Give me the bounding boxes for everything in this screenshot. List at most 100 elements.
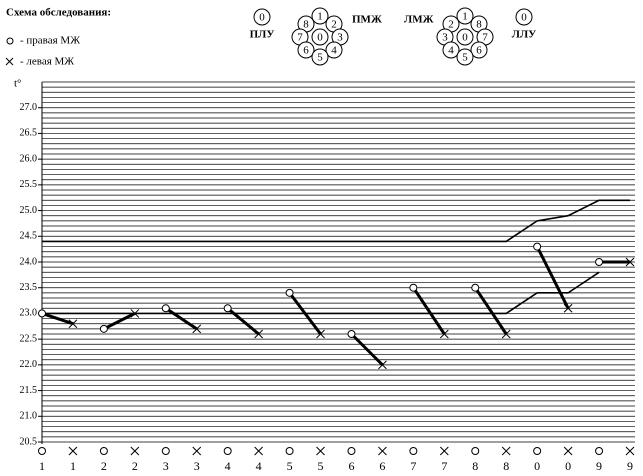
x-tick-label: 5 [318, 459, 324, 473]
left-point [439, 329, 449, 339]
scheme-node-label: 3 [337, 32, 343, 44]
y-tick-label: 25.0 [20, 205, 38, 216]
left-point [625, 257, 635, 267]
y-axis-label: t° [14, 78, 21, 90]
legend-left: - левая МЖ [20, 56, 74, 68]
pair-line [288, 291, 322, 335]
side-symbol [439, 446, 449, 456]
side-symbol [161, 447, 170, 455]
scheme-node-label: 8 [303, 19, 309, 31]
right-point [533, 242, 542, 251]
side-symbol [409, 447, 418, 455]
side-symbol [192, 446, 202, 456]
y-tick-label: 26.5 [20, 128, 38, 139]
right-point [285, 288, 294, 297]
y-tick-label: 24.5 [20, 231, 38, 242]
scheme-node [311, 28, 329, 46]
scheme-node-label: 2 [448, 19, 454, 31]
pair-line [226, 307, 260, 336]
scheme-node-label: 0 [462, 32, 468, 44]
left-point [192, 324, 202, 334]
x-tick-label: 1 [70, 459, 76, 473]
right-point [223, 304, 232, 313]
scheme-node-label: 4 [448, 45, 454, 57]
side-symbol [347, 447, 356, 455]
x-tick-label: 7 [441, 459, 447, 473]
x-tick-label: 4 [225, 459, 231, 473]
side-symbol [378, 446, 387, 456]
pair-line [350, 332, 384, 366]
scheme-node [253, 8, 271, 26]
pair-line [412, 286, 446, 335]
side-symbol [316, 446, 325, 456]
scheme-node [325, 41, 343, 59]
side-symbol [254, 446, 263, 456]
y-tick-label: 26.0 [20, 153, 38, 164]
scheme-node [311, 48, 329, 66]
scheme-title: Схема обследования: [6, 7, 111, 19]
x-tick-label: 2 [101, 459, 107, 473]
scheme-label: ЛМЖ [404, 14, 434, 26]
x-tick-label: 3 [163, 459, 169, 473]
scheme-node-label: 0 [317, 32, 323, 44]
y-tick-label: 21.0 [20, 411, 38, 422]
x-tick-label: 7 [410, 459, 416, 473]
scheme-label: ЛЛУ [512, 29, 536, 41]
scheme-node [297, 41, 315, 59]
right-point [409, 283, 418, 292]
scheme-label: ПМЖ [352, 14, 382, 26]
side-symbol [130, 446, 140, 456]
side-symbol [563, 446, 573, 456]
left-point [378, 360, 387, 370]
scheme-label: ПЛУ [250, 29, 275, 41]
right-point [38, 309, 46, 318]
scheme-node-label: 2 [331, 19, 337, 31]
y-tick-label: 22.0 [20, 359, 38, 370]
right-point [347, 330, 356, 338]
x-tick-label: 0 [565, 459, 571, 473]
y-tick-label: 20.5 [20, 436, 38, 447]
norm-line [42, 199, 630, 243]
y-tick-label: 25.5 [20, 179, 38, 190]
x-tick-label: 8 [503, 459, 509, 473]
x-tick-label: 4 [256, 459, 262, 473]
left-point [68, 319, 78, 329]
x-tick-label: 3 [194, 459, 200, 473]
scheme-node [442, 41, 460, 59]
left-point [130, 309, 140, 318]
scheme-node [515, 8, 533, 26]
y-tick-label: 27.0 [20, 102, 38, 113]
pair-line [535, 245, 570, 309]
y-tick-label: 21.5 [20, 385, 38, 396]
x-tick-label: 5 [287, 459, 293, 473]
side-symbol [68, 446, 78, 456]
legend-circle [6, 37, 14, 45]
y-tick-label: 23.5 [20, 282, 38, 293]
pair-line [164, 307, 198, 331]
scheme-node [311, 7, 329, 25]
scheme-node [456, 48, 474, 66]
scheme-node-label: 7 [297, 32, 303, 44]
scheme-node-label: 6 [303, 45, 309, 57]
legend-cross [5, 57, 14, 66]
x-tick-label: 6 [348, 459, 354, 473]
scheme-node-label: 4 [331, 45, 337, 57]
left-point [254, 329, 263, 339]
scheme-node-label: 1 [317, 11, 323, 23]
side-symbol [625, 446, 635, 456]
left-point [563, 303, 573, 313]
right-point [161, 304, 170, 313]
legend-right: - правая МЖ [20, 35, 80, 47]
side-symbol [533, 447, 542, 455]
x-tick-label: 6 [379, 459, 385, 473]
scheme-node-label: 3 [442, 32, 448, 44]
scheme-node-label: 5 [462, 52, 468, 64]
side-symbol [595, 447, 604, 455]
scheme-node-label: 7 [482, 32, 488, 44]
y-tick-label: 22.5 [20, 333, 38, 344]
right-point [471, 283, 480, 292]
y-tick-label: 24.0 [20, 256, 38, 267]
left-point [501, 329, 511, 339]
